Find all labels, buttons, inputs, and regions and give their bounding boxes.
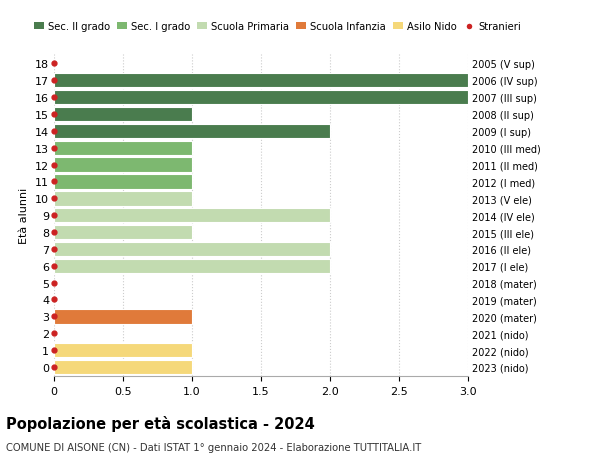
Bar xyxy=(54,343,192,358)
Legend: Sec. II grado, Sec. I grado, Scuola Primaria, Scuola Infanzia, Asilo Nido, Stran: Sec. II grado, Sec. I grado, Scuola Prim… xyxy=(30,18,524,36)
Text: COMUNE DI AISONE (CN) - Dati ISTAT 1° gennaio 2024 - Elaborazione TUTTITALIA.IT: COMUNE DI AISONE (CN) - Dati ISTAT 1° ge… xyxy=(6,442,421,452)
Bar xyxy=(54,91,468,105)
Bar xyxy=(54,242,330,257)
Bar xyxy=(54,108,192,122)
Bar xyxy=(54,175,192,189)
Bar xyxy=(54,309,192,324)
Bar xyxy=(54,192,192,206)
Bar xyxy=(54,225,192,240)
Bar xyxy=(54,124,330,139)
Bar xyxy=(54,141,192,156)
Text: Popolazione per età scolastica - 2024: Popolazione per età scolastica - 2024 xyxy=(6,415,315,431)
Bar xyxy=(54,259,330,274)
Bar xyxy=(54,208,330,223)
Bar xyxy=(54,158,192,173)
Bar xyxy=(54,360,192,374)
Y-axis label: Età alunni: Età alunni xyxy=(19,188,29,244)
Bar xyxy=(54,74,468,88)
